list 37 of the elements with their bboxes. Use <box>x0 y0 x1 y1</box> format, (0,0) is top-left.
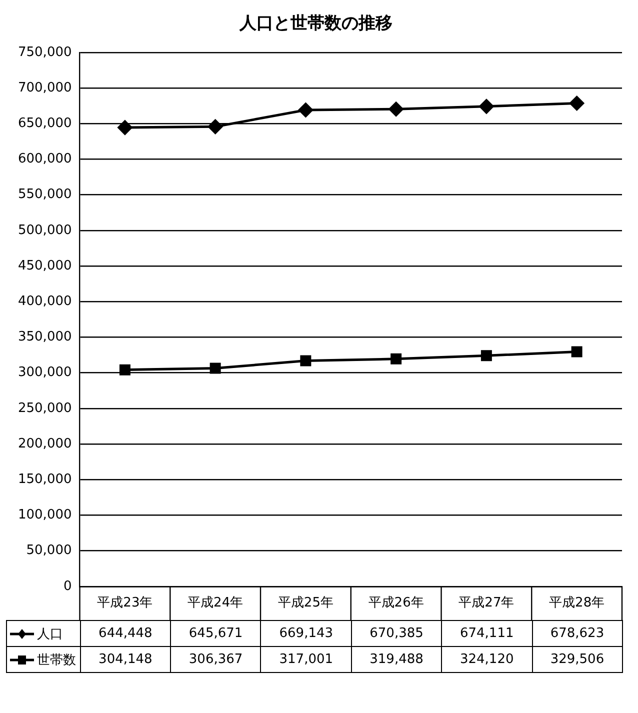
y-tick-label: 600,000 <box>18 152 72 167</box>
y-tick-label: 200,000 <box>18 436 72 452</box>
chart-title: 人口と世帯数の推移 <box>238 14 392 34</box>
x-tick-label: 平成23年 <box>97 596 153 611</box>
y-tick-label: 500,000 <box>18 222 72 238</box>
x-tick-label: 平成26年 <box>368 596 424 611</box>
legend-label: 世帯数 <box>37 652 76 668</box>
y-tick-label: 150,000 <box>18 472 72 487</box>
data-label: 645,671 <box>170 620 261 646</box>
data-label: 329,506 <box>532 646 622 672</box>
y-tick-label: 750,000 <box>18 44 72 60</box>
data-label: 669,143 <box>260 620 352 646</box>
y-tick-label: 400,000 <box>18 294 72 309</box>
y-tick-label: 100,000 <box>18 508 72 523</box>
y-tick-label: 650,000 <box>18 116 72 131</box>
y-tick-label: 550,000 <box>18 187 72 202</box>
y-tick-label: 0 <box>63 578 72 594</box>
x-tick-label: 平成28年 <box>549 596 605 611</box>
y-tick-label: 700,000 <box>18 80 72 96</box>
legend-label: 人口 <box>37 626 63 642</box>
y-tick-label: 350,000 <box>18 330 72 345</box>
data-label: 317,001 <box>260 646 352 672</box>
x-tick-label: 平成24年 <box>188 596 244 611</box>
y-tick-label: 50,000 <box>26 543 72 558</box>
data-label: 304,148 <box>80 646 171 672</box>
x-tick-label: 平成27年 <box>458 596 514 611</box>
data-label: 319,488 <box>351 646 442 672</box>
data-label: 670,385 <box>351 620 442 646</box>
data-label: 644,448 <box>80 620 171 646</box>
y-tick-label: 250,000 <box>18 400 72 416</box>
data-label: 306,367 <box>170 646 261 672</box>
data-label: 674,111 <box>442 620 532 646</box>
data-label: 678,623 <box>532 620 622 646</box>
y-tick-label: 300,000 <box>18 365 72 380</box>
x-tick-label: 平成25年 <box>278 596 334 611</box>
y-tick-label: 450,000 <box>18 258 72 274</box>
data-label: 324,120 <box>442 646 532 672</box>
